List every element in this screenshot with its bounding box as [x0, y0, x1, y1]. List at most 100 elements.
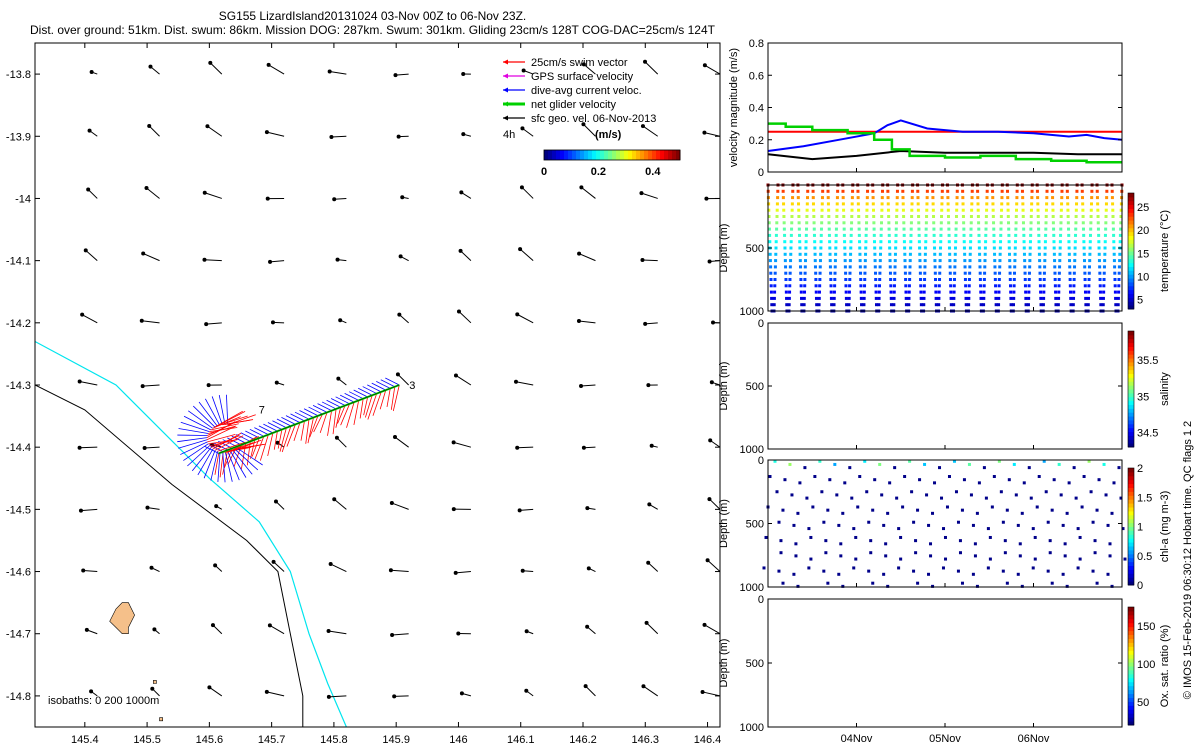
temperature-point: [947, 240, 951, 244]
temperature-point: [783, 252, 787, 256]
map-xtick-label: 145.8: [320, 734, 348, 746]
chlorophyll-point: [1087, 459, 1091, 463]
temperature-point: [922, 284, 926, 288]
temperature-point: [918, 271, 922, 275]
dac-vector: [183, 415, 211, 431]
dac-vector: [183, 443, 209, 461]
temperature-point: [1051, 196, 1055, 200]
swim-vector: [206, 421, 236, 438]
temperature-point: [1007, 233, 1011, 237]
geo-velocity-arrow: [204, 259, 222, 262]
geo-velocity-arrowhead: [266, 62, 271, 67]
dac-vector: [344, 393, 359, 401]
chlorophyll-point: [986, 566, 990, 570]
chlorophyll-point: [837, 523, 841, 527]
temperature-point: [877, 296, 881, 300]
panel-colorbar-segment: [1128, 646, 1134, 651]
chlorophyll-point: [1104, 493, 1108, 497]
geo-velocity-arrow: [329, 70, 347, 75]
geo-velocity-arrowhead: [456, 631, 461, 636]
temperature-point: [844, 284, 848, 288]
panel-colorbar-frame: [1127, 606, 1135, 726]
geo-velocity-arrowhead: [397, 312, 402, 317]
map-ytick-label: -14.3: [6, 380, 31, 392]
geo-velocity-arrowhead: [705, 558, 710, 563]
temperature-point: [1024, 296, 1028, 300]
temperature-point: [1044, 233, 1048, 237]
panel-colorbar-segment: [1128, 666, 1134, 671]
temperature-point: [1090, 189, 1094, 193]
chlorophyll-point: [912, 520, 916, 524]
chlorophyll-point: [1016, 572, 1020, 576]
swim-vector: [309, 415, 319, 438]
panel-colorbar-segment: [1128, 342, 1134, 347]
temperature-point: [803, 290, 807, 294]
temperature-point: [991, 208, 995, 212]
temperature-point: [1102, 278, 1106, 281]
temperature-point: [1113, 278, 1117, 281]
geo-velocity-arrowhead: [86, 187, 91, 192]
temperature-point: [871, 202, 875, 206]
legend-colorbar-label: (m/s): [595, 129, 622, 141]
dac-vector: [367, 384, 382, 393]
temperature-point: [938, 259, 942, 263]
temperature-point: [902, 221, 906, 225]
temperature-point: [1095, 196, 1099, 200]
temperature-point: [939, 240, 943, 244]
geo-velocity-arrowhead: [451, 440, 456, 445]
temperature-point: [1111, 208, 1115, 212]
geo-velocity-arrow: [704, 64, 720, 75]
temperature-point: [940, 196, 944, 200]
temperature-point: [842, 233, 846, 237]
legend-interval-label: 4h: [503, 129, 515, 141]
chlorophyll-point: [990, 505, 994, 509]
geo-velocity-arrowhead: [461, 71, 466, 76]
temperature-point: [909, 240, 913, 244]
chlorophyll-point: [931, 511, 935, 515]
temperature-point: [895, 202, 899, 206]
chlorophyll-point: [869, 551, 873, 555]
temperature-point: [952, 278, 956, 281]
temperature-point: [1083, 265, 1087, 269]
temperature-point: [773, 265, 777, 269]
colorbar-segment: [664, 150, 669, 160]
geo-velocity-arrowhead: [585, 506, 590, 511]
geo-velocity-arrowhead: [205, 124, 210, 129]
temperature-point: [805, 202, 809, 206]
geo-velocity-arrow: [455, 375, 472, 386]
panel-colorbar-segment: [1128, 618, 1134, 624]
temperature-point: [796, 196, 800, 200]
temperature-point: [1028, 240, 1032, 244]
temperature-point: [873, 246, 877, 250]
swim-vector: [212, 416, 241, 429]
temperature-point: [826, 189, 830, 193]
temperature-point: [1052, 240, 1056, 244]
panel-colorbar-segment: [1128, 630, 1134, 636]
chlorophyll-point: [1108, 554, 1112, 558]
temperature-point: [776, 189, 780, 193]
temperature-point: [842, 221, 846, 225]
temperature-point: [909, 233, 913, 237]
temperature-point: [985, 189, 989, 193]
map-ytick-label: -14.8: [6, 691, 31, 703]
panel-colorbar-segment: [1128, 495, 1134, 500]
temperature-point: [1000, 202, 1004, 206]
temperature-point: [1068, 265, 1072, 269]
temperature-point: [872, 240, 876, 244]
temperature-point: [827, 227, 831, 231]
chlorophyll-point: [818, 459, 822, 463]
temperature-point: [994, 284, 998, 288]
chlorophyll-point: [826, 581, 830, 585]
temperature-point: [1081, 215, 1085, 218]
geo-velocity-arrowhead: [392, 435, 397, 440]
temperature-point: [1074, 215, 1078, 218]
panel-colorbar-segment: [1128, 518, 1134, 524]
temperature-point: [1087, 271, 1091, 275]
temperature-point: [770, 303, 774, 307]
panel-colorbar-segment: [1128, 701, 1134, 706]
chlorophyll-point: [873, 478, 877, 482]
geo-velocity-arrow: [453, 441, 472, 448]
chlorophyll-point: [984, 496, 988, 500]
geo-velocity-arrowhead: [456, 309, 461, 314]
temperature-point: [916, 202, 920, 206]
